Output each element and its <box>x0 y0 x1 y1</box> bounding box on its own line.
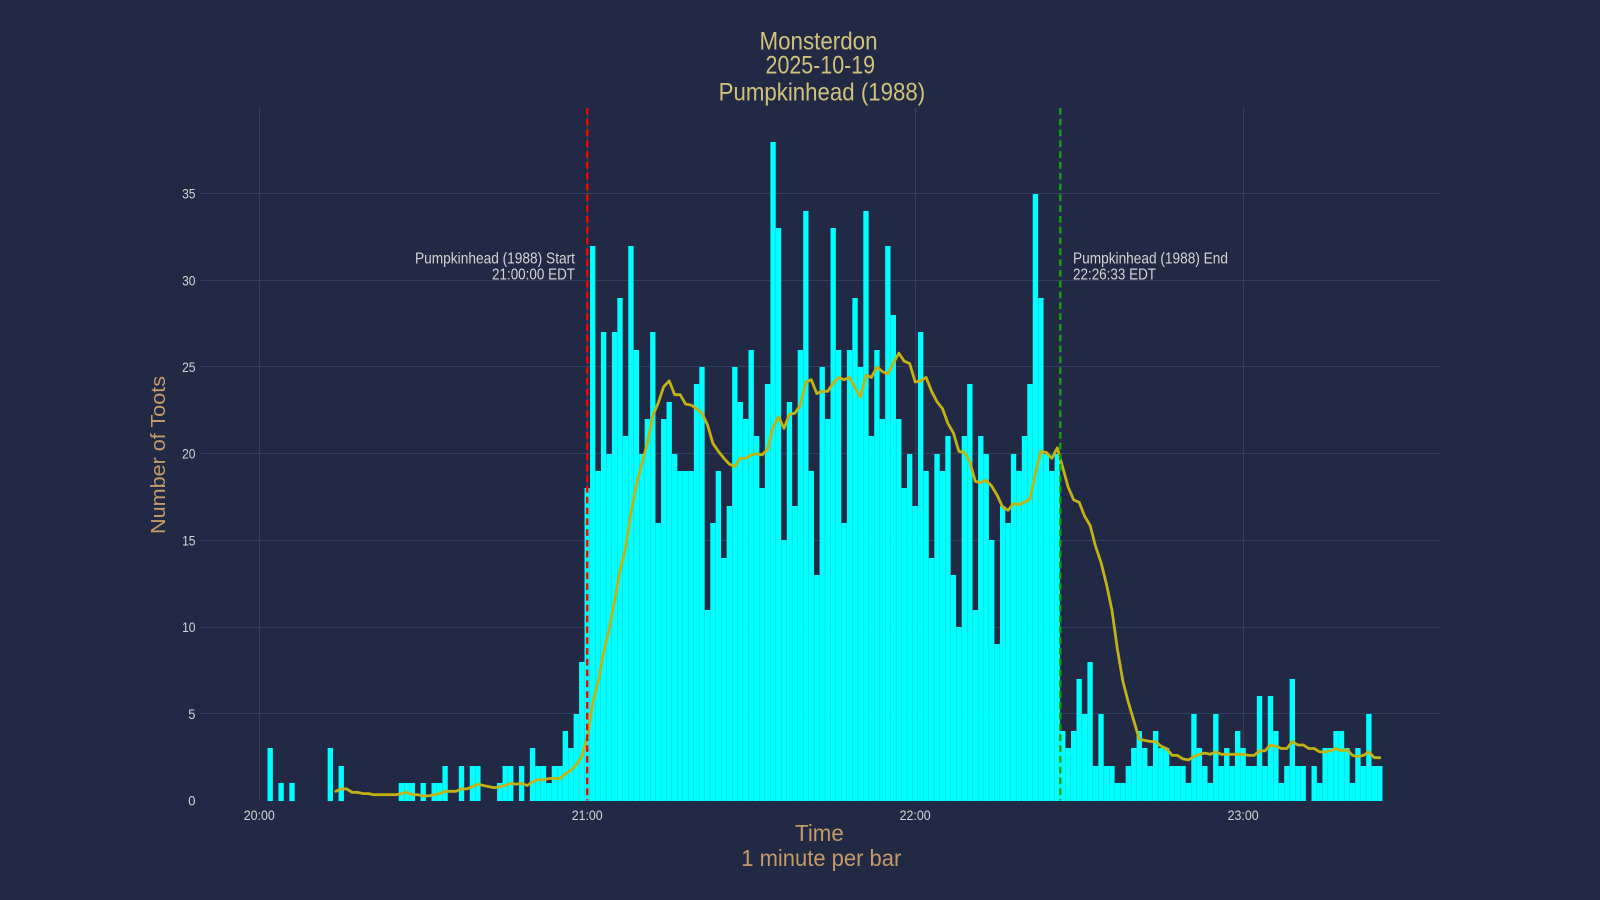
svg-text:15: 15 <box>182 532 196 548</box>
svg-text:10: 10 <box>182 619 196 635</box>
svg-text:25: 25 <box>182 359 196 375</box>
svg-text:30: 30 <box>182 272 196 288</box>
svg-text:21:00: 21:00 <box>572 807 603 823</box>
svg-text:Pumpkinhead (1988): Pumpkinhead (1988) <box>719 79 926 107</box>
svg-text:35: 35 <box>182 186 196 202</box>
svg-text:Pumpkinhead (1988) Start: Pumpkinhead (1988) Start <box>415 251 575 268</box>
svg-text:Monsterdon: Monsterdon <box>760 27 878 55</box>
svg-text:20:00: 20:00 <box>244 807 275 823</box>
svg-text:1 minute per bar: 1 minute per bar <box>741 845 901 871</box>
svg-text:21:00:00 EDT: 21:00:00 EDT <box>492 267 575 284</box>
svg-text:20: 20 <box>182 446 196 462</box>
svg-text:Number of Toots: Number of Toots <box>148 376 170 534</box>
svg-text:2025-10-19: 2025-10-19 <box>766 52 876 80</box>
svg-text:Time: Time <box>795 820 844 846</box>
svg-text:22:00: 22:00 <box>900 807 931 823</box>
svg-text:23:00: 23:00 <box>1228 807 1259 823</box>
svg-text:Pumpkinhead (1988) End: Pumpkinhead (1988) End <box>1073 251 1228 268</box>
svg-text:0: 0 <box>188 793 195 809</box>
svg-text:22:26:33 EDT: 22:26:33 EDT <box>1073 267 1156 284</box>
svg-text:5: 5 <box>188 706 195 722</box>
